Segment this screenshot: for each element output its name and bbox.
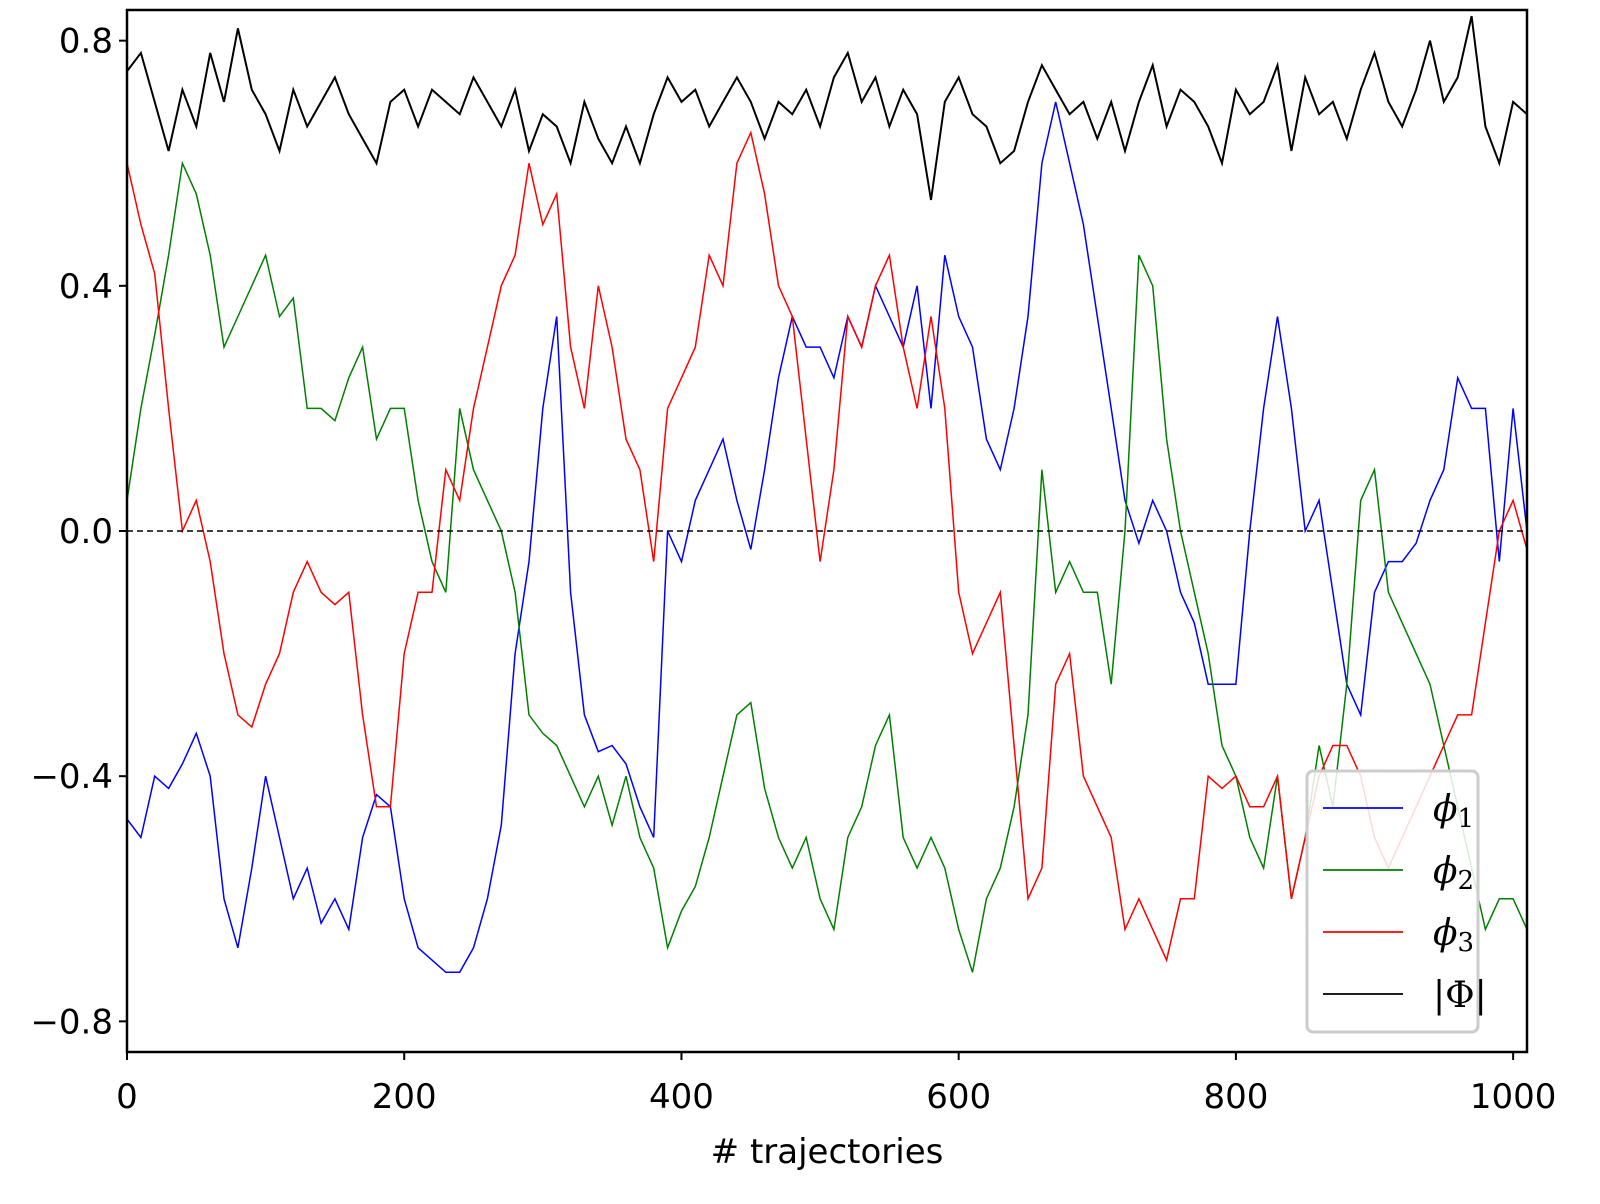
- y-tick-label: −0.8: [30, 1002, 113, 1042]
- x-tick-label: 200: [372, 1077, 437, 1117]
- legend-label-3: ϕ3: [1433, 913, 1474, 958]
- x-tick-label: 600: [926, 1077, 991, 1117]
- series-lines: [126, 15, 1528, 974]
- legend: ϕ1 ϕ2 ϕ3 |Φ|: [1305, 769, 1487, 1034]
- legend-label-2: ϕ2: [1433, 851, 1474, 896]
- x-axis-label: # trajectories: [711, 1132, 944, 1172]
- x-axis: 0 200 400 600 800 1000: [116, 1052, 1556, 1117]
- legend-box: [1305, 769, 1480, 1034]
- y-tick-label: 0.0: [59, 512, 113, 552]
- series-line-1: [126, 101, 1528, 974]
- series-line-4: [126, 15, 1528, 201]
- y-tick-label: −0.4: [30, 757, 113, 797]
- legend-label-1: ϕ1: [1433, 789, 1474, 834]
- y-tick-label: 0.8: [59, 22, 113, 62]
- x-tick-label: 400: [649, 1077, 714, 1117]
- x-tick-label: 0: [116, 1077, 138, 1117]
- x-tick-label: 1000: [1470, 1077, 1557, 1117]
- legend-label-4: |Φ|: [1433, 975, 1487, 1016]
- x-tick-label: 800: [1203, 1077, 1268, 1117]
- y-axis: 0.8 0.4 0.0 −0.4 −0.8: [30, 22, 127, 1042]
- y-tick-label: 0.4: [59, 267, 113, 307]
- series-line-3: [126, 130, 1528, 963]
